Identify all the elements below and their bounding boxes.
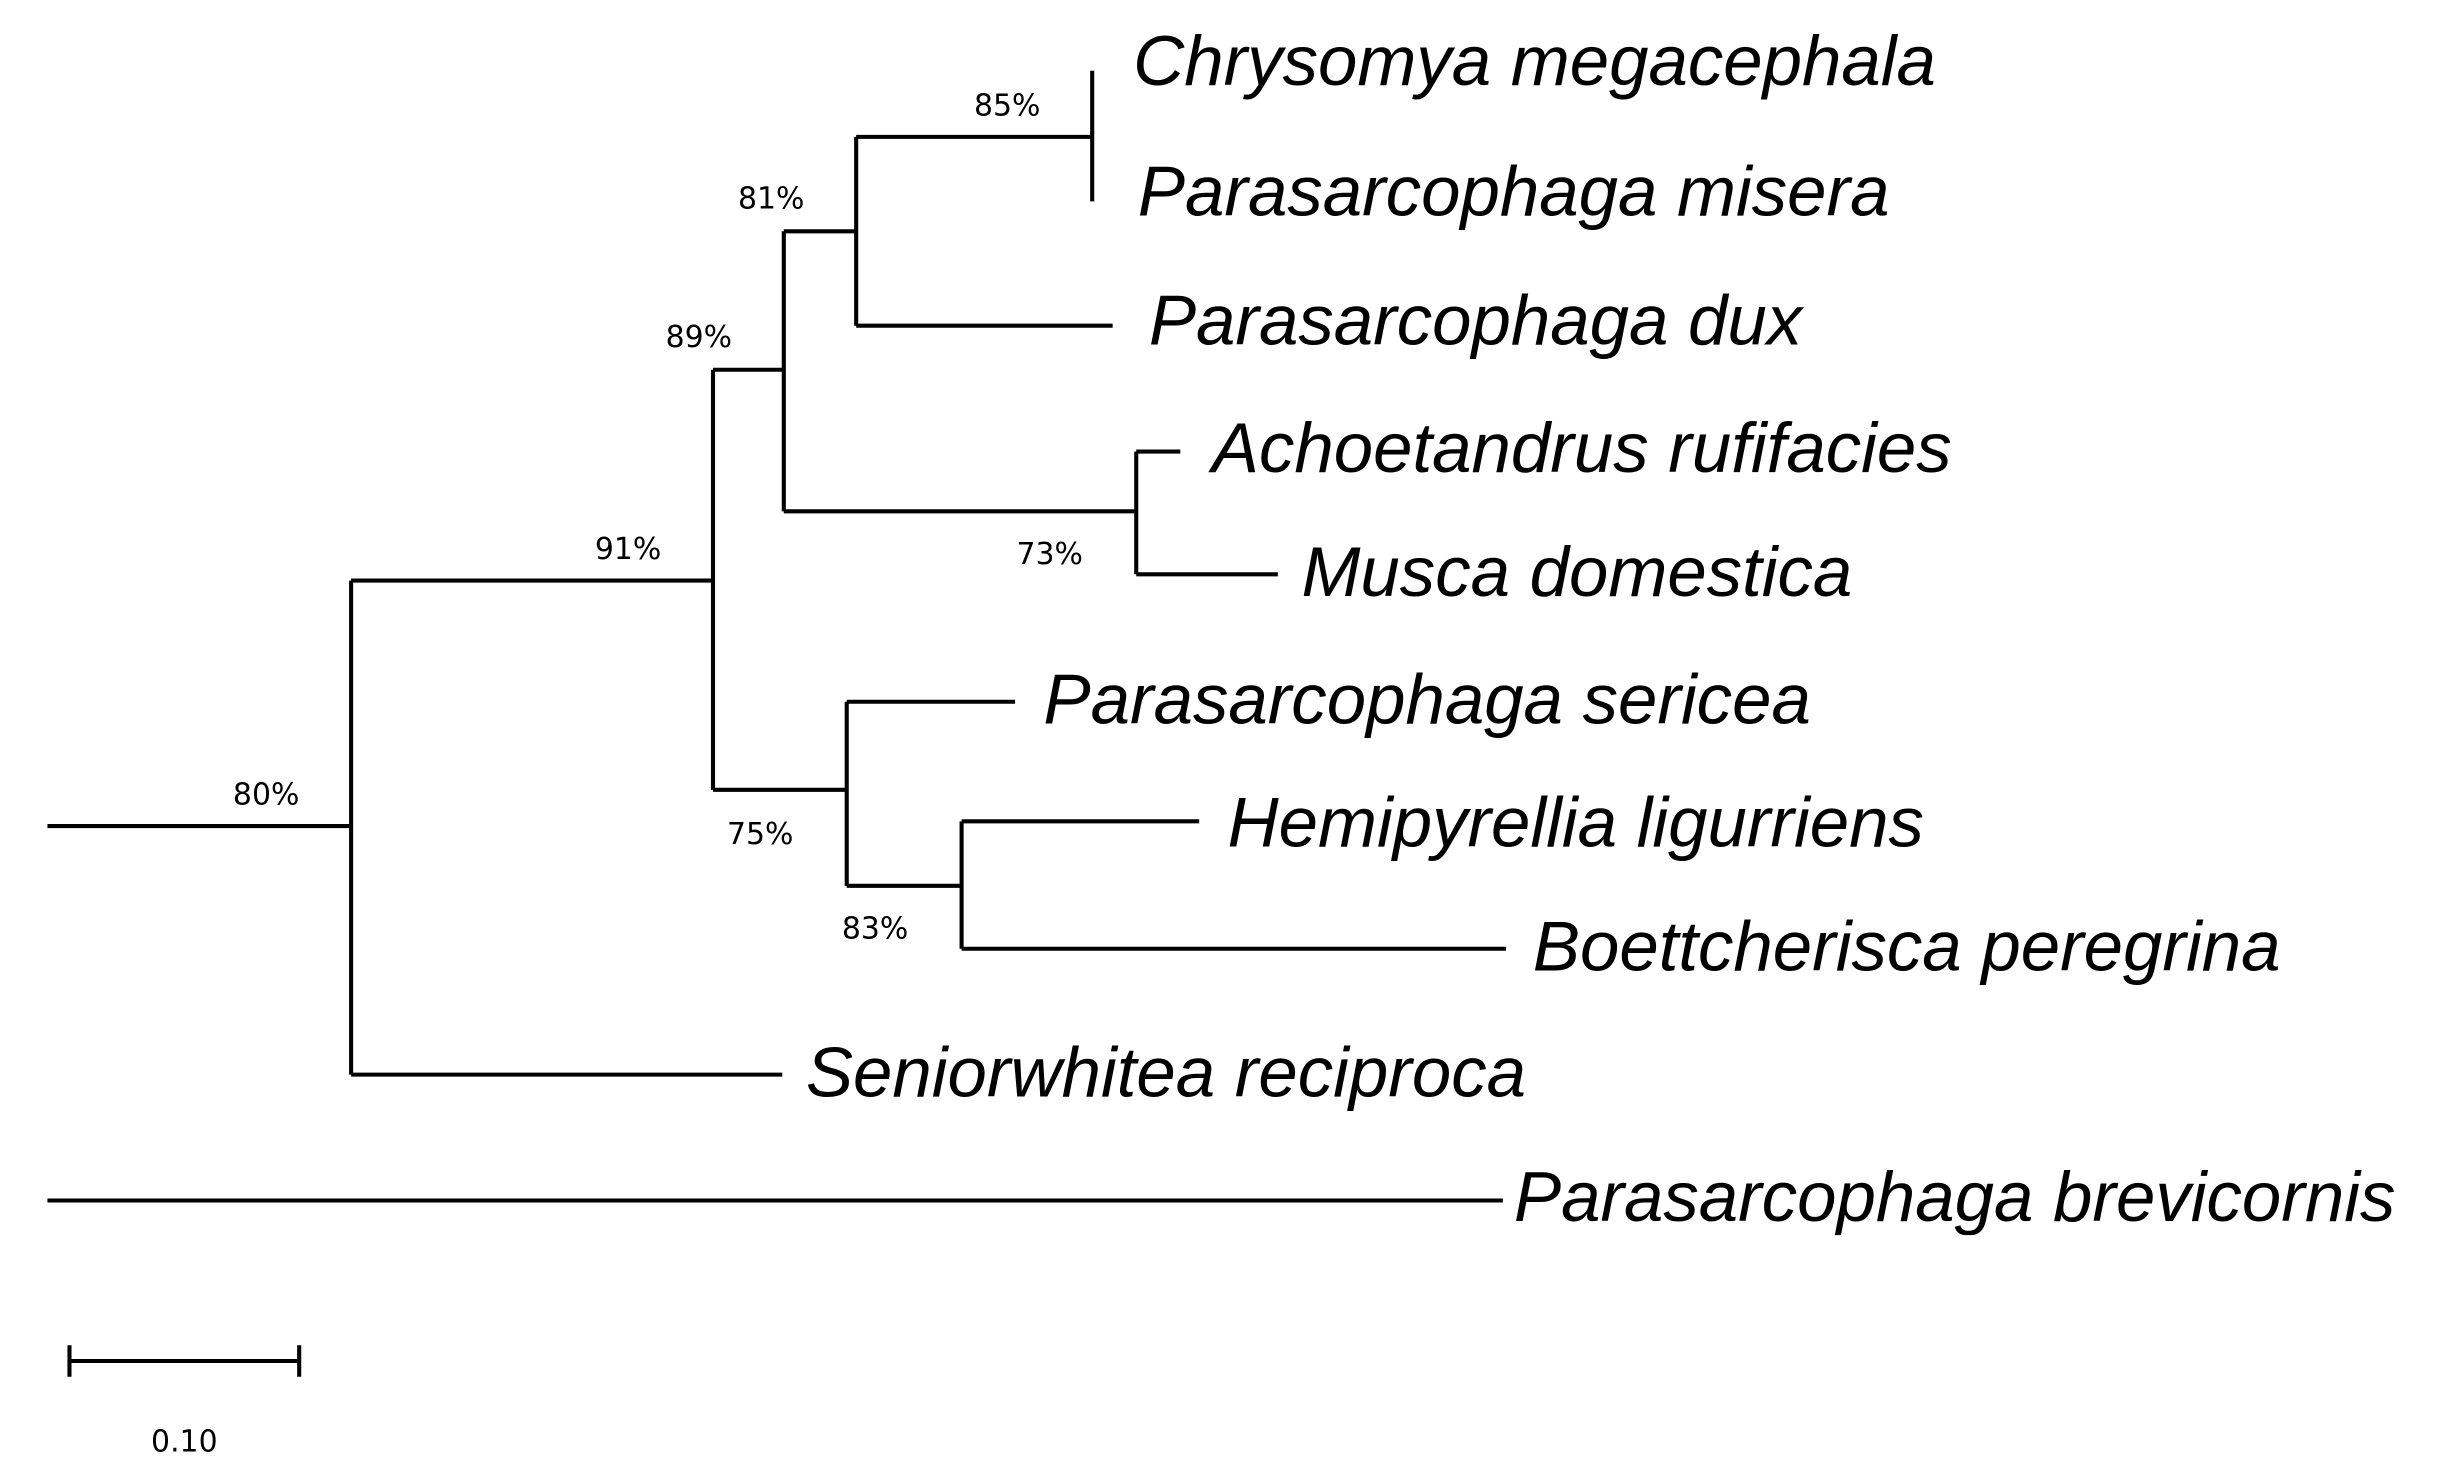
leaf-label: Parasarcophaga misera (1138, 152, 1890, 231)
branch (846, 819, 1506, 951)
bootstrap-label: 85% (974, 88, 1040, 123)
branch (47, 580, 783, 1077)
bootstrap-label: 81% (738, 181, 804, 216)
bootstrap-label: 73% (1017, 537, 1083, 572)
leaf-label: Boettcherisca peregrina (1533, 908, 2281, 987)
branch (712, 699, 1016, 886)
leaf-label: Musca domestica (1301, 533, 1852, 612)
branch (856, 70, 1095, 202)
leaf-label: Parasarcophaga brevicornis (1514, 1158, 2396, 1237)
leaf-label: Achoetandrus rufifacies (1208, 409, 1952, 488)
branch (783, 449, 1278, 577)
branch (351, 369, 716, 790)
leaf-labels: Chrysomya megacephala Parasarcophaga mis… (806, 22, 2396, 1237)
branch (712, 231, 786, 512)
leaf-label: Parasarcophaga sericea (1043, 661, 1810, 740)
branches (47, 70, 1506, 1377)
bootstrap-label: 89% (666, 320, 732, 355)
leaf-label: Chrysomya megacephala (1133, 22, 1936, 101)
bootstrap-label: 83% (842, 911, 908, 946)
leaf-label: Parasarcophaga dux (1149, 281, 1805, 360)
bootstrap-label: 75% (727, 817, 793, 852)
bootstrap-labels: 85% 81% 89% 91% 80% 73% 75% 83% (233, 88, 1083, 946)
bootstrap-label: 80% (233, 778, 299, 813)
bootstrap-label: 91% (595, 532, 661, 567)
leaf-label: Seniorwhitea reciproca (806, 1033, 1526, 1112)
branch (783, 136, 1113, 328)
scale-bar (67, 1345, 302, 1377)
leaf-label: Hemipyrellia ligurriens (1228, 783, 1924, 862)
scale-label: 0.10 (151, 1424, 218, 1459)
